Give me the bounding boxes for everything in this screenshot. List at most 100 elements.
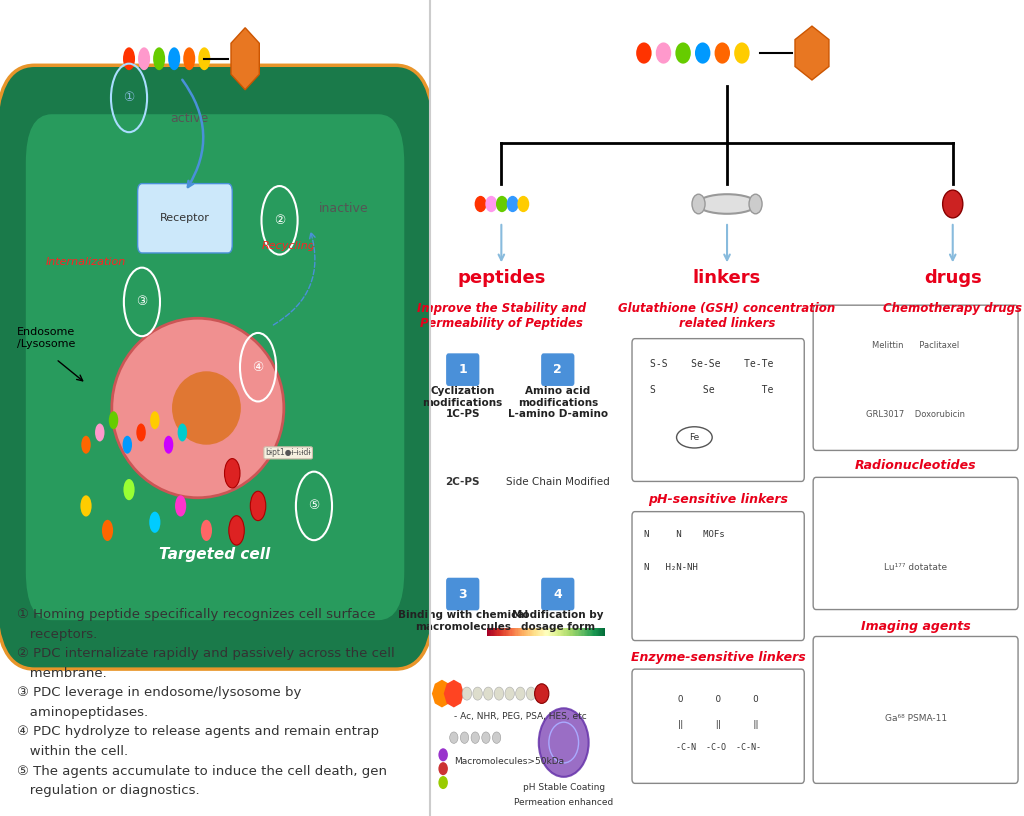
Text: Enzyme-sensitive linkers: Enzyme-sensitive linkers [631, 651, 806, 664]
Text: Modification by
dosage form: Modification by dosage form [512, 610, 603, 632]
Circle shape [81, 495, 91, 517]
FancyBboxPatch shape [813, 636, 1018, 783]
Ellipse shape [697, 194, 757, 214]
Circle shape [224, 459, 240, 488]
Circle shape [483, 687, 493, 700]
Bar [502, 628, 504, 636]
Bar [548, 628, 549, 636]
FancyBboxPatch shape [541, 353, 574, 386]
Bar [553, 628, 554, 636]
Bar [520, 628, 521, 636]
Text: S        Se        Te: S Se Te [650, 385, 773, 395]
Bar [540, 628, 541, 636]
Ellipse shape [112, 318, 284, 498]
Text: Endosome
/Lysosome: Endosome /Lysosome [17, 327, 76, 348]
Bar [547, 628, 548, 636]
Bar [493, 628, 494, 636]
Text: -C-N  -C-O  -C-N-: -C-N -C-O -C-N- [676, 743, 761, 752]
Bar [521, 628, 522, 636]
Circle shape [481, 732, 490, 743]
Text: ①: ① [124, 91, 134, 104]
Bar [555, 628, 556, 636]
Text: active: active [170, 113, 208, 126]
FancyBboxPatch shape [446, 578, 479, 610]
Circle shape [507, 196, 518, 212]
Bar [490, 628, 492, 636]
Text: Internalization: Internalization [46, 257, 126, 267]
Text: Ga⁶⁸ PSMA-11: Ga⁶⁸ PSMA-11 [885, 714, 947, 723]
Bar [523, 628, 525, 636]
Bar [530, 628, 532, 636]
Circle shape [123, 436, 132, 454]
Bar [546, 628, 547, 636]
Text: ④ PDC hydrolyze to release agents and remain entrap: ④ PDC hydrolyze to release agents and re… [17, 725, 379, 738]
Bar [509, 628, 511, 636]
Bar [603, 628, 604, 636]
Bar [590, 628, 591, 636]
Bar [586, 628, 588, 636]
Bar [527, 628, 528, 636]
Circle shape [438, 748, 447, 761]
Text: ④: ④ [253, 361, 263, 374]
Circle shape [471, 732, 479, 743]
Bar [560, 628, 561, 636]
Bar [562, 628, 563, 636]
Bar [499, 628, 500, 636]
Bar [522, 628, 523, 636]
Bar [600, 628, 602, 636]
Circle shape [485, 196, 498, 212]
Bar [572, 628, 574, 636]
FancyBboxPatch shape [0, 65, 434, 669]
FancyBboxPatch shape [632, 669, 804, 783]
Text: 4: 4 [553, 588, 562, 601]
Bar [588, 628, 589, 636]
Circle shape [539, 708, 589, 777]
Text: Melittin      Paclitaxel: Melittin Paclitaxel [872, 341, 959, 350]
Bar [516, 628, 518, 636]
Bar [599, 628, 600, 636]
Bar [597, 628, 598, 636]
Text: Targeted cell: Targeted cell [160, 548, 270, 562]
Bar [526, 628, 527, 636]
Circle shape [164, 436, 173, 454]
Text: regulation or diagnostics.: regulation or diagnostics. [17, 784, 200, 797]
Bar [551, 628, 553, 636]
Text: linkers: linkers [693, 269, 761, 287]
Bar [592, 628, 593, 636]
Bar [604, 628, 605, 636]
Text: Lu¹⁷⁷ dotatate: Lu¹⁷⁷ dotatate [885, 563, 947, 572]
Circle shape [177, 424, 187, 441]
Circle shape [102, 520, 113, 541]
Text: Side Chain Modified: Side Chain Modified [506, 477, 609, 487]
Circle shape [124, 479, 134, 500]
Circle shape [183, 47, 196, 70]
Text: ‖      ‖      ‖: ‖ ‖ ‖ [678, 720, 759, 729]
Circle shape [676, 42, 691, 64]
Text: Cyclization
modifications
1C-PS: Cyclization modifications 1C-PS [423, 386, 503, 419]
Text: N   H₂N-NH: N H₂N-NH [644, 563, 697, 572]
Text: within the cell.: within the cell. [17, 745, 128, 758]
Bar [568, 628, 569, 636]
Circle shape [150, 512, 161, 533]
Bar [529, 628, 530, 636]
Text: 2C-PS: 2C-PS [445, 477, 480, 487]
Text: Recycling: Recycling [261, 241, 315, 251]
Bar [535, 628, 536, 636]
Text: pH Stable Coating: pH Stable Coating [522, 783, 605, 792]
Text: N     N    MOFs: N N MOFs [644, 530, 725, 539]
Circle shape [715, 42, 730, 64]
Circle shape [695, 42, 711, 64]
Circle shape [250, 491, 266, 521]
Bar [544, 628, 546, 636]
Circle shape [473, 687, 482, 700]
Bar [500, 628, 501, 636]
Circle shape [496, 196, 508, 212]
Bar [570, 628, 571, 636]
Bar [554, 628, 555, 636]
Text: ③: ③ [136, 295, 147, 308]
Bar [556, 628, 557, 636]
Bar [584, 628, 585, 636]
Circle shape [505, 687, 514, 700]
Bar [580, 628, 582, 636]
Bar [579, 628, 580, 636]
